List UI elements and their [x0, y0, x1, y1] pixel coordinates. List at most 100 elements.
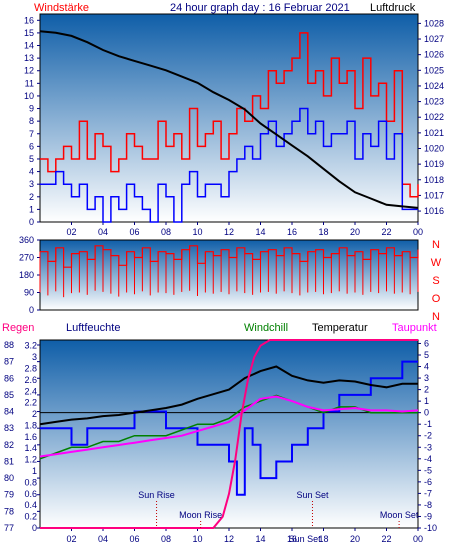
rain-y-tick-label: 1.8 [24, 420, 37, 430]
humidity-y-tick-label: 80 [4, 473, 14, 483]
wind-y-tick-label: 6 [29, 141, 34, 151]
humidity-y-tick-label: 84 [4, 407, 14, 417]
temp-x-tick-label: 06 [129, 534, 139, 544]
humidity-y-tick-label: 85 [4, 390, 14, 400]
wind-gust-series [40, 32, 419, 198]
pressure-y-tick-label: 1022 [424, 112, 444, 122]
temp-y-tick-label: -4 [424, 454, 432, 464]
direction-y-tick-label: 0 [29, 305, 34, 315]
humidity-y-tick-label: 82 [4, 440, 14, 450]
temp-y-tick-label: 0 [424, 408, 429, 418]
wind-y-tick-label: 7 [29, 129, 34, 139]
humidity-temperature-chart: 77787980818283848586878800.20.40.60.811.… [4, 338, 437, 544]
wind-y-tick-label: 10 [24, 91, 34, 101]
compass-label: N [432, 311, 440, 323]
wind-x-tick-label: 02 [66, 227, 76, 237]
rain-y-tick-label: 3 [32, 352, 37, 362]
rain-y-tick-label: 0.4 [24, 500, 37, 510]
rain-y-tick-label: 0.2 [24, 512, 37, 522]
temp-x-tick-label: 10 [192, 534, 202, 544]
wind-y-tick-label: 2 [29, 192, 34, 202]
wind-y-tick-label: 14 [24, 41, 34, 51]
rain-label: Regen [2, 322, 34, 334]
rain-y-tick-label: 1.4 [24, 443, 37, 453]
wind-x-tick-label: 16 [287, 227, 297, 237]
pressure-y-tick-label: 1018 [424, 175, 444, 185]
temp-x-tick-label: 12 [224, 534, 234, 544]
direction-y-tick-label: 180 [19, 270, 34, 280]
wind-x-tick-label: 06 [129, 227, 139, 237]
direction-y-tick-label: 360 [19, 235, 34, 245]
compass-label: W [431, 257, 442, 269]
pressure-y-tick-label: 1024 [424, 81, 444, 91]
wind-x-tick-label: 14 [255, 227, 265, 237]
temp-y-tick-label: -5 [424, 465, 432, 475]
pressure-y-tick-label: 1019 [424, 159, 444, 169]
windchill-series [39, 394, 418, 460]
wind-y-tick-label: 9 [29, 104, 34, 114]
temp-y-tick-label: -1 [424, 419, 432, 429]
wind-y-tick-label: 5 [29, 154, 34, 164]
temp-x-tick-label: 20 [350, 534, 360, 544]
compass-label: S [432, 275, 439, 287]
pressure-series [39, 30, 419, 209]
header-right-label: Luftdruck [370, 2, 416, 14]
sun-moon-annotation: Moon Set [380, 510, 419, 520]
wind-x-tick-label: 10 [192, 227, 202, 237]
temp-y-tick-label: 5 [424, 350, 429, 360]
windchill-label: Windchill [244, 322, 288, 334]
temp-y-tick-label: -2 [424, 431, 432, 441]
direction-y-tick-label: 270 [19, 253, 34, 263]
dewpoint-label: Taupunkt [392, 322, 437, 334]
wind-x-tick-label: 00 [413, 227, 423, 237]
pressure-y-tick-label: 1025 [424, 65, 444, 75]
wind-x-tick-label: 20 [350, 227, 360, 237]
rain-y-tick-label: 2.4 [24, 386, 37, 396]
rain-y-tick-label: 2.6 [24, 375, 37, 385]
temp-x-tick-label: 16 [287, 534, 297, 544]
temp-y-tick-label: -7 [424, 488, 432, 498]
wind-y-tick-label: 8 [29, 116, 34, 126]
humidity-y-tick-label: 77 [4, 523, 14, 533]
temp-x-tick-label: 14 [255, 534, 265, 544]
humidity-y-tick-label: 87 [4, 357, 14, 367]
rain-y-tick-label: 1.2 [24, 455, 37, 465]
rain-y-tick-label: 1 [32, 466, 37, 476]
sun-moon-annotation: Sun Rise [138, 490, 175, 500]
temp-x-tick-label: 00 [413, 534, 423, 544]
pressure-y-tick-label: 1027 [424, 34, 444, 44]
pressure-y-tick-label: 1023 [424, 97, 444, 107]
humidity-series [40, 360, 418, 496]
wind-x-tick-label: 22 [381, 227, 391, 237]
wind-x-tick-label: 08 [161, 227, 171, 237]
wind-y-tick-label: 3 [29, 179, 34, 189]
humidity-y-tick-label: 86 [4, 373, 14, 383]
wind-speed-series [40, 107, 418, 223]
rain-y-tick-label: 2 [32, 409, 37, 419]
direction-y-tick-label: 90 [24, 288, 34, 298]
temp-y-tick-label: -8 [424, 500, 432, 510]
temp-y-tick-label: 1 [424, 396, 429, 406]
rain-y-tick-label: 2.8 [24, 363, 37, 373]
humidity-y-tick-label: 79 [4, 490, 14, 500]
humidity-y-tick-label: 78 [4, 506, 14, 516]
sun-moon-annotation: Sun Set [289, 534, 322, 544]
wind-y-tick-label: 4 [29, 167, 34, 177]
temp-x-tick-label: 04 [98, 534, 108, 544]
temp-x-tick-label: 22 [381, 534, 391, 544]
sun-moon-annotation: Moon Rise [179, 510, 222, 520]
temp-y-tick-label: 6 [424, 338, 429, 348]
temp-x-tick-label: 08 [161, 534, 171, 544]
wind-y-tick-label: 11 [25, 78, 34, 88]
header-center-title: 24 hour graph day : 16 Februar 2021 [170, 2, 350, 14]
rain-y-tick-label: 0.8 [24, 477, 37, 487]
humidity-y-tick-label: 88 [4, 340, 14, 350]
humidity-temperature-plot-area [39, 339, 419, 529]
pressure-y-tick-label: 1020 [424, 143, 444, 153]
rain-y-tick-label: 2.2 [24, 398, 37, 408]
temp-y-tick-label: 3 [424, 373, 429, 383]
wind-x-tick-label: 12 [224, 227, 234, 237]
wind-y-tick-label: 16 [24, 15, 34, 25]
